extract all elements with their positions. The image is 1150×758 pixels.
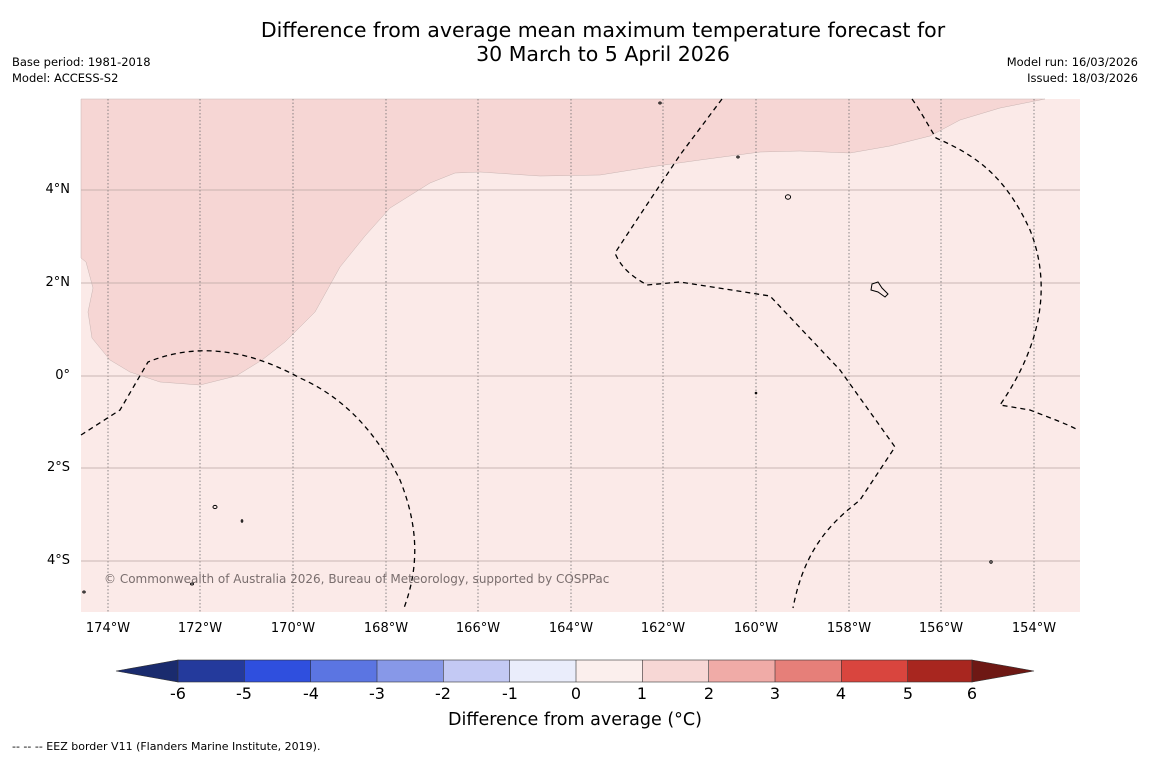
island: [784, 194, 792, 200]
colorbar-segment: [178, 660, 245, 682]
lat-label-2s: 2°S: [46, 460, 70, 475]
island: [240, 519, 244, 523]
colorbar-tick: 6: [966, 684, 978, 703]
colorbar-over-arrow: [971, 659, 1035, 683]
lon-label-154w: 154°W: [1011, 621, 1057, 636]
lon-label-168w: 168°W: [363, 621, 409, 636]
colorbar-segment: [841, 660, 908, 682]
colorbar-tick: 2: [703, 684, 715, 703]
title-line-1: Difference from average mean maximum tem…: [260, 18, 946, 42]
colorbar-tick: -2: [435, 684, 451, 703]
colorbar-segment: [377, 660, 444, 682]
island: [190, 582, 194, 586]
lon-label-172w: 172°W: [177, 621, 223, 636]
meta-left: Base period: 1981-2018 Model: ACCESS-S2: [12, 54, 151, 86]
island: [870, 281, 889, 298]
colorbar-tick: -4: [303, 684, 319, 703]
region-1-to-2: [80, 98, 1046, 386]
title-line-2: 30 March to 5 April 2026: [476, 42, 730, 66]
colorbar-tick: 3: [769, 684, 781, 703]
lon-label-170w: 170°W: [270, 621, 316, 636]
model-run: Model run: 16/03/2026: [1006, 55, 1138, 69]
lon-label-164w: 164°W: [548, 621, 594, 636]
eez-borders: [80, 98, 1079, 609]
colorbar-under-arrow: [115, 659, 179, 683]
colorbar-tick: -6: [170, 684, 186, 703]
meridians: [107, 99, 1035, 612]
island: [658, 101, 662, 105]
colorbar-segment: [642, 660, 709, 682]
lat-label-0: 0°: [55, 368, 70, 383]
colorbar-tick: 4: [835, 684, 847, 703]
lat-label-2n: 2°N: [45, 275, 71, 290]
colorbar-segment: [443, 660, 510, 682]
lon-label-160w: 160°W: [733, 621, 779, 636]
map-title: Difference from average mean maximum tem…: [0, 18, 1150, 66]
colorbar-label: Difference from average (°C): [448, 710, 702, 730]
lon-label-174w: 174°W: [85, 621, 131, 636]
parallels: [81, 189, 1080, 562]
meta-right: Model run: 16/03/2026 Issued: 18/03/2026: [1007, 54, 1138, 86]
issued-date: Issued: 18/03/2026: [1027, 71, 1138, 85]
colorbar-tick: 5: [902, 684, 914, 703]
lon-label-166w: 166°W: [455, 621, 501, 636]
colorbar-segment: [576, 660, 643, 682]
colorbar-tick: 1: [636, 684, 648, 703]
colorbar: [115, 659, 1035, 683]
model-name: Model: ACCESS-S2: [12, 71, 119, 85]
colorbar-segment: [509, 660, 576, 682]
colorbar-tick: -3: [369, 684, 385, 703]
lon-label-162w: 162°W: [640, 621, 686, 636]
island: [82, 590, 86, 594]
lon-label-156w: 156°W: [918, 621, 964, 636]
lon-label-158w: 158°W: [826, 621, 872, 636]
base-period: Base period: 1981-2018: [12, 55, 151, 69]
colorbar-segment: [775, 660, 842, 682]
colorbar-tick: -1: [502, 684, 518, 703]
eez-footnote: -- -- -- EEZ border V11 (Flanders Marine…: [12, 740, 321, 753]
lat-label-4n: 4°N: [45, 182, 71, 197]
island: [754, 391, 758, 395]
islands: [82, 101, 993, 594]
island: [736, 155, 740, 159]
copyright-notice: © Commonwealth of Australia 2026, Bureau…: [104, 572, 610, 586]
colorbar-segment: [310, 660, 377, 682]
colorbar-segment: [708, 660, 775, 682]
island: [212, 504, 218, 510]
colorbar-tick: -5: [236, 684, 252, 703]
lat-label-4s: 4°S: [46, 553, 70, 568]
colorbar-segment: [244, 660, 311, 682]
colorbar-tick: 0: [570, 684, 582, 703]
island: [989, 560, 993, 564]
colorbar-segment: [907, 660, 974, 682]
